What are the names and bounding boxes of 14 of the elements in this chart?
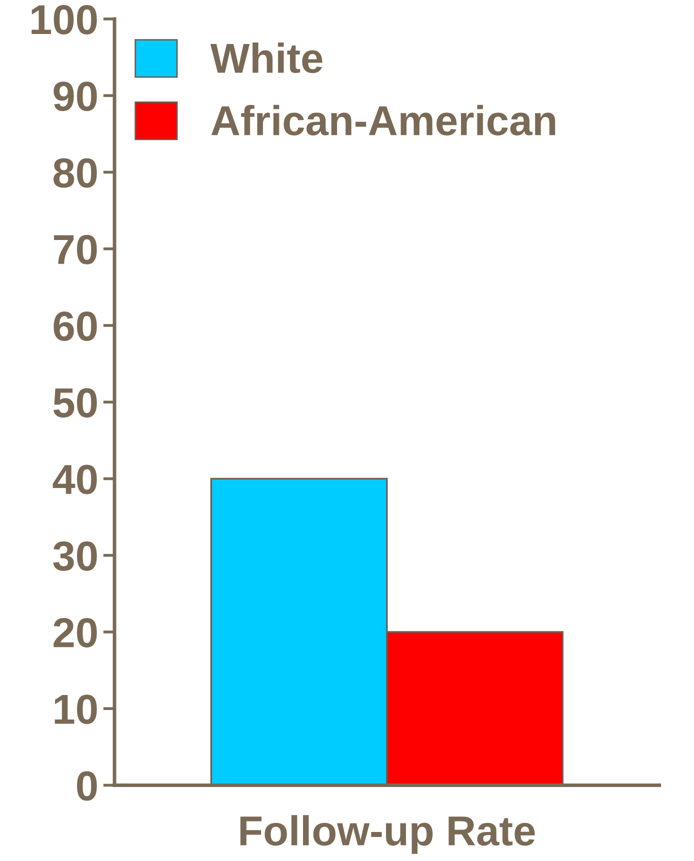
y-tick-label: 100 bbox=[32, 4, 97, 34]
y-tick-label: 20 bbox=[54, 618, 97, 648]
y-tick-label: 0 bbox=[77, 771, 97, 801]
y-tick-label: 80 bbox=[54, 158, 97, 188]
y-tick-label: 40 bbox=[52, 464, 97, 494]
y-tick-label: 30 bbox=[53, 541, 97, 571]
y-tick-label: 10 bbox=[54, 694, 97, 724]
y-tick-label: 60 bbox=[54, 311, 97, 341]
y-tick-label: 90 bbox=[54, 82, 97, 112]
y-tick-label: 70 bbox=[54, 234, 97, 264]
x-axis-title: Follow-up Rate bbox=[240, 815, 535, 854]
y-tick-label: 50 bbox=[53, 388, 97, 418]
legend-label: African-American bbox=[211, 104, 556, 136]
legend-label: White bbox=[210, 42, 322, 74]
